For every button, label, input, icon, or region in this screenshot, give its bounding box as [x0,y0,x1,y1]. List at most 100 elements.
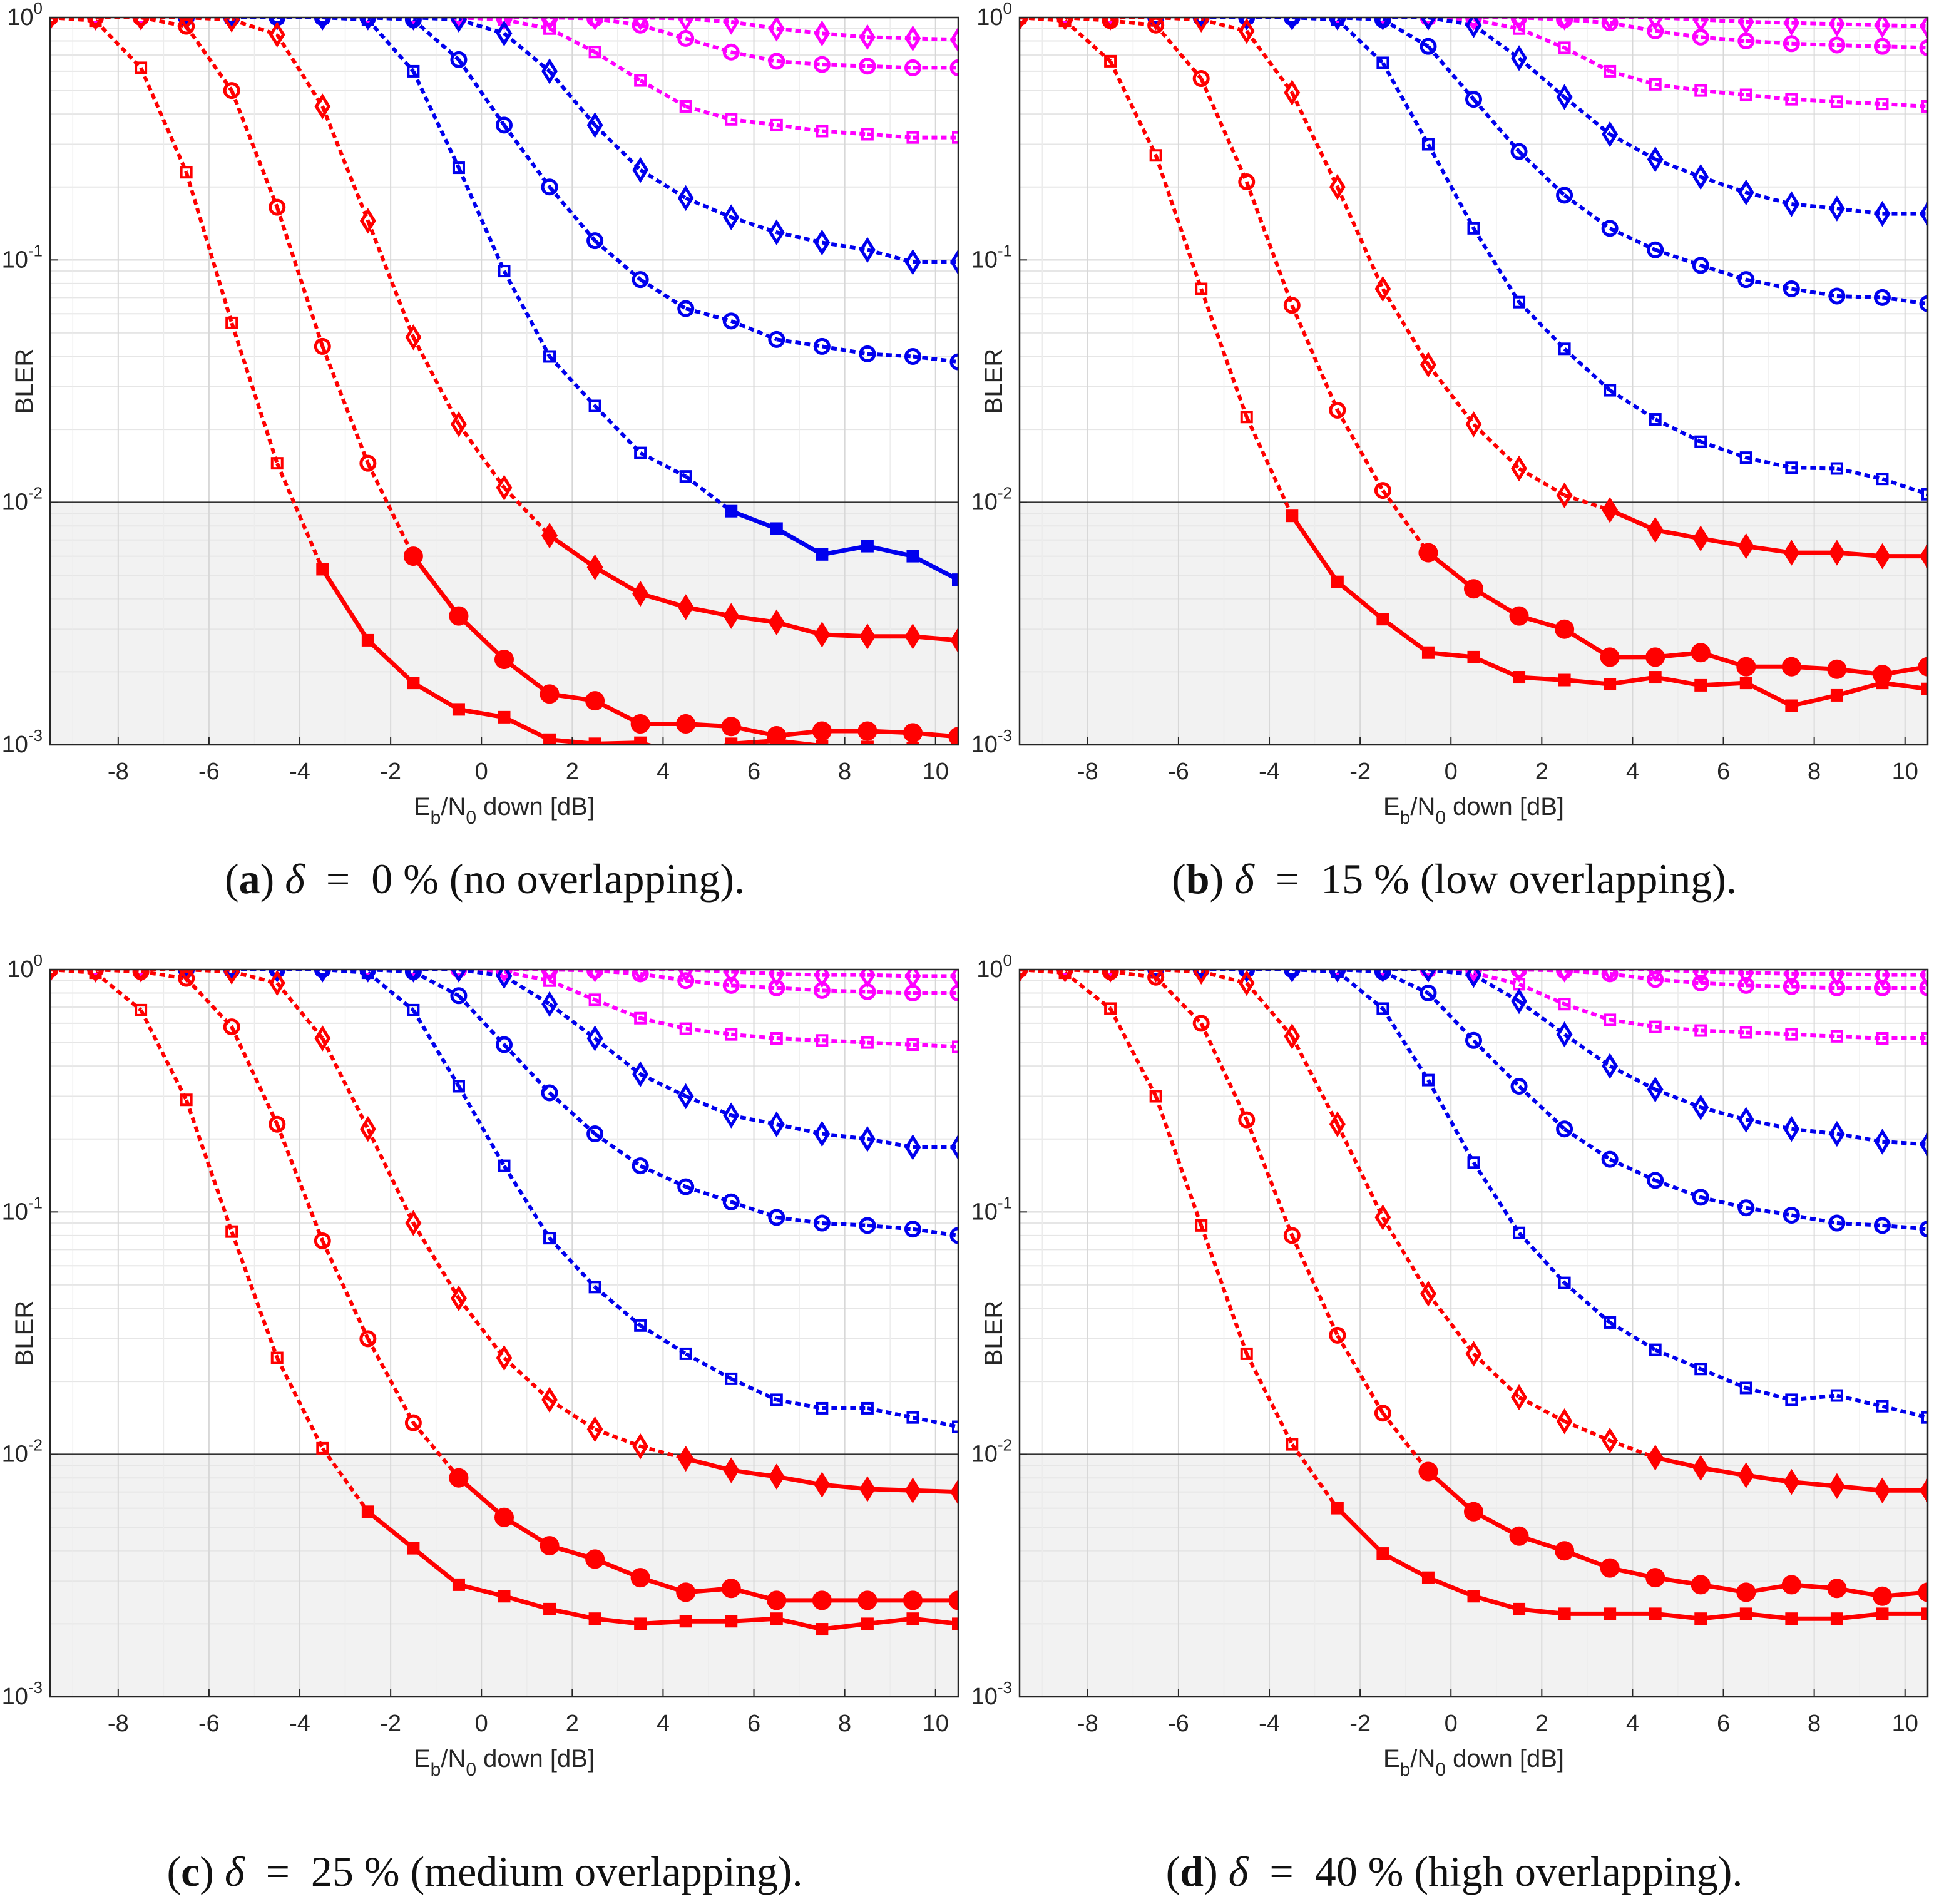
blue-square-segment [1517,300,1566,351]
red-circle-point [857,721,877,741]
blue-diamond-point [677,1083,694,1110]
blue-circle-point [1601,220,1619,237]
magenta-square-segment [503,970,550,983]
blue-square-segment [1336,970,1384,1010]
y-tick-label: 10-3 [2,1678,43,1710]
magenta-diamond-point [586,18,603,31]
red-diamond-point [723,1457,740,1483]
red-square-point [770,1612,783,1625]
blue-square-segment [1836,466,1883,481]
red-diamond-point [1647,1445,1664,1471]
blue-circle-point [1783,1206,1800,1224]
red-square-point [1195,282,1208,295]
red-diamond-point [1692,1455,1709,1481]
grid [1020,17,1928,745]
red-diamond-point [1056,970,1073,983]
blue-circle-point [1147,970,1165,978]
x-tick-label: -6 [1168,759,1189,785]
magenta-square-segment [1700,88,1747,97]
blue-circle-point [1556,1120,1573,1138]
blue-diamond-point [1284,18,1301,31]
red-diamond-point [541,1386,558,1413]
red-circle-point [1781,1575,1801,1595]
blue-circle-point [768,330,785,348]
magenta-circle-point [1919,39,1928,56]
red-circle-point [269,198,286,216]
blue-diamond-segment [593,1036,642,1076]
blue-square-point [1513,1226,1526,1239]
red-circle-segment [230,1026,279,1125]
blue-diamond-point [359,18,376,31]
red-square-segment [1336,1507,1384,1555]
magenta-circle-point [541,970,558,978]
red-diamond-point [586,554,603,581]
blue-square-segment [911,554,958,582]
magenta-square-segment [867,1040,913,1047]
red-square-point [1286,1438,1299,1451]
blue-square-point [906,1411,919,1424]
magenta-square-point [861,1036,874,1049]
blue-circle-point [1147,18,1165,26]
red-square-point [1558,1607,1571,1620]
blue-square-segment [1426,143,1476,230]
x-axis-label-sub: b [1400,1759,1411,1780]
y-tick-exponent: 0 [34,952,43,970]
red-circle-segment [1381,1411,1430,1473]
magenta-circle-point [1102,970,1119,978]
red-square-segment [184,1099,234,1232]
blue-diamond-point [950,1134,958,1160]
x-tick-label: 2 [566,759,579,785]
red-circle-point [87,18,105,26]
red-circle-segment [457,1476,506,1519]
magenta-diamond-point [859,970,876,988]
blue-diamond-point [677,185,694,212]
red-square-segment [1518,1607,1565,1616]
x-tick-label: 8 [838,759,851,785]
x-tick-label: 0 [1445,1711,1458,1737]
magenta-circle-point [1783,978,1800,995]
red-square-point [1149,149,1162,162]
blue-circle-point [314,970,331,978]
blue-square-point [1149,970,1162,976]
blue-diamond-point [1511,45,1527,71]
blue-circle-point [1919,295,1928,312]
magenta-square-point [588,46,601,59]
blue-diamond-point [1374,970,1391,983]
red-square-point [270,457,284,470]
y-tick-label: 100 [7,952,43,983]
blue-circle-point [904,347,921,365]
magenta-square-segment [1518,26,1565,50]
magenta-diamond-point [1874,18,1891,38]
magenta-diamond-point [1465,18,1482,31]
blue-square-point [1830,462,1843,475]
blue-circle-point [1238,970,1256,978]
red-square-point [1558,673,1571,687]
red-diamond-point [1420,351,1436,378]
red-circle-point [1238,1111,1256,1129]
blue-circle-point [632,271,649,289]
blue-square-segment [867,1406,914,1420]
blue-diamond-segment [1518,56,1566,99]
magenta-square-point [1830,95,1843,108]
blue-diamond-segment [867,248,914,264]
blue-circle-point [859,1217,876,1234]
magenta-square-point [725,113,738,126]
blue-square-point [498,265,511,278]
blue-square-point [316,18,329,24]
blue-diamond-segment [458,970,504,978]
x-tick-label: -4 [1259,759,1280,785]
magenta-square-point [1649,78,1662,91]
x-axis-label-part: down [dB] [1446,793,1564,821]
red-square-segment [1108,60,1158,156]
y-tick-exponent: 0 [34,0,43,18]
blue-circle-point [1919,1221,1928,1238]
red-diamond-segment [640,591,687,610]
red-diamond-segment [1200,18,1247,33]
red-square-segment [1381,1551,1430,1580]
red-square-segment [458,707,505,720]
magenta-circle-point [1465,18,1482,26]
red-circle-segment [457,614,506,662]
red-square-point [135,61,148,74]
red-circle-segment [366,1338,416,1424]
